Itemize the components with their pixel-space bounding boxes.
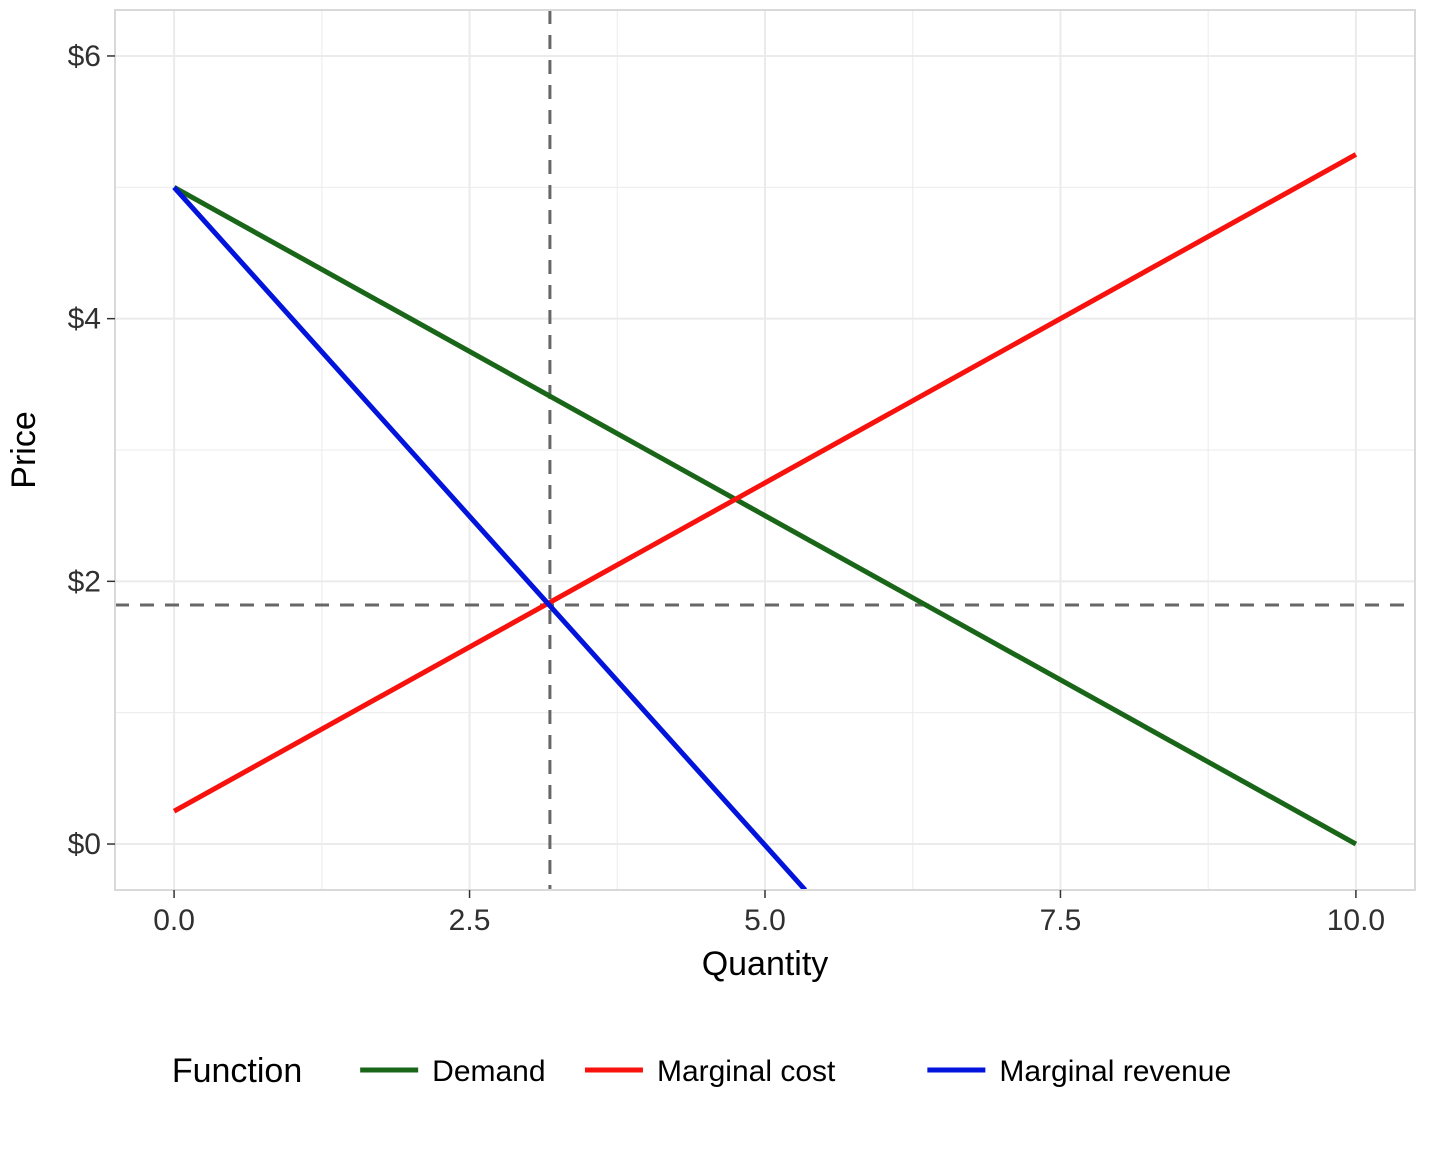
legend-label-marginal-revenue: Marginal revenue [999, 1055, 1231, 1088]
y-axis-title: Price [5, 411, 43, 488]
legend-label-demand: Demand [432, 1055, 545, 1088]
y-tick-label: $6 [68, 40, 101, 73]
x-tick-label: 2.5 [449, 904, 491, 937]
y-tick-label: $4 [68, 303, 101, 336]
x-tick-label: 5.0 [744, 904, 786, 937]
x-tick-label: 0.0 [153, 904, 195, 937]
legend-title: Function [172, 1052, 302, 1090]
chart-svg: 0.0 2.5 5.0 7.5 10.0 $0 $2 $4 $6 Quantity Price Fun… [0, 0, 1440, 1152]
legend-label-marginal-cost: Marginal cost [657, 1055, 836, 1088]
x-axis-title: Quantity [702, 945, 829, 983]
y-tick-label: $0 [68, 828, 101, 861]
y-tick-label: $2 [68, 565, 101, 598]
economics-line-chart: 0.0 2.5 5.0 7.5 10.0 $0 $2 $4 $6 Quantity Price Fun… [0, 0, 1440, 1152]
x-tick-label: 10.0 [1327, 904, 1385, 937]
x-tick-label: 7.5 [1040, 904, 1082, 937]
